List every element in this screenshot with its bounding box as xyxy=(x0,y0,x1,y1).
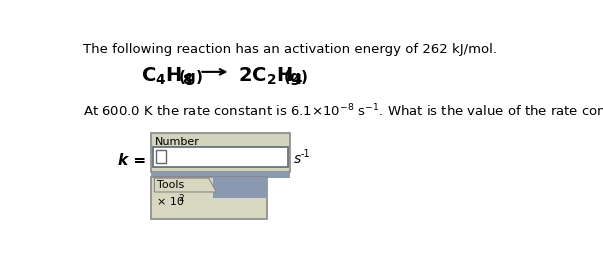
Text: × 10: × 10 xyxy=(157,197,184,207)
Text: 2: 2 xyxy=(178,193,184,202)
Text: The following reaction has an activation energy of 262 kJ/mol.: The following reaction has an activation… xyxy=(83,43,497,56)
Text: s: s xyxy=(294,152,301,166)
Text: $\mathbf{(g)}$: $\mathbf{(g)}$ xyxy=(178,68,204,87)
FancyBboxPatch shape xyxy=(151,133,290,172)
Text: Tools: Tools xyxy=(157,180,184,190)
FancyBboxPatch shape xyxy=(151,172,290,178)
Text: At 600.0 K the rate constant is 6.1$\times$10$^{-8}$ s$^{-1}$. What is the value: At 600.0 K the rate constant is 6.1$\tim… xyxy=(83,103,603,119)
Text: -1: -1 xyxy=(301,149,311,159)
Polygon shape xyxy=(154,178,216,192)
FancyBboxPatch shape xyxy=(212,177,267,198)
Text: $\mathbf{(g)}$: $\mathbf{(g)}$ xyxy=(283,68,309,87)
FancyBboxPatch shape xyxy=(156,150,166,163)
Text: $\mathbf{C_4H_8}$: $\mathbf{C_4H_8}$ xyxy=(141,66,193,87)
Text: Number: Number xyxy=(154,136,200,147)
Text: $\mathbf{2C_2H_4}$: $\mathbf{2C_2H_4}$ xyxy=(238,66,303,87)
Text: k =: k = xyxy=(118,153,146,168)
FancyBboxPatch shape xyxy=(153,147,288,167)
FancyBboxPatch shape xyxy=(151,177,267,219)
